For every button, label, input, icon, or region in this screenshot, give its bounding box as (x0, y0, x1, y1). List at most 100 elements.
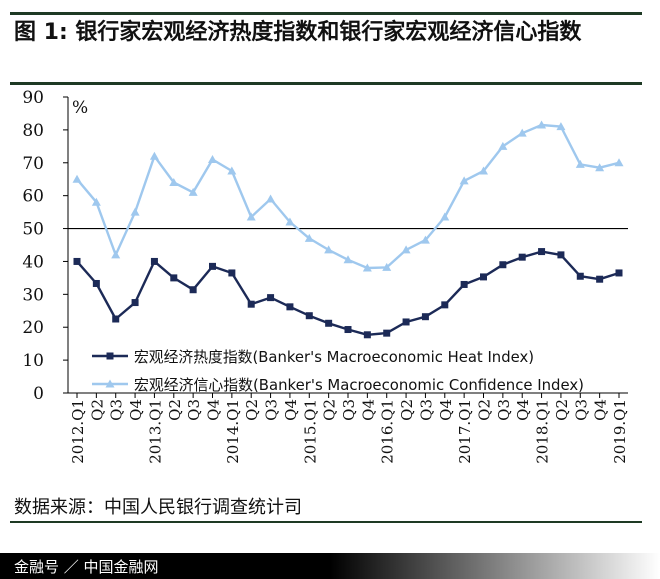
data-point-confidence (266, 194, 276, 203)
data-point-confidence (595, 163, 605, 172)
data-point-confidence (246, 212, 256, 221)
y-tick-label: 40 (22, 252, 44, 272)
title-top-rule (10, 12, 642, 15)
y-tick-label: 0 (33, 384, 44, 404)
data-point-heat (286, 303, 294, 311)
x-tick-label: Q2 (243, 399, 261, 421)
data-point-heat (363, 331, 371, 339)
y-tick-label: 50 (22, 220, 44, 240)
x-tick-label: Q4 (205, 399, 223, 421)
x-tick-label: 2017.Q1 (456, 399, 474, 464)
data-point-confidence (401, 245, 411, 254)
x-tick-label: 2013.Q1 (146, 399, 164, 464)
x-tick-label: 2012.Q1 (69, 399, 87, 464)
x-tick-label: Q2 (321, 399, 339, 421)
y-tick-label: 90 (22, 88, 44, 108)
title-bottom-rule (10, 82, 642, 85)
data-point-confidence (227, 166, 237, 175)
data-point-confidence (440, 212, 450, 221)
data-point-heat (112, 315, 120, 323)
data-point-heat (131, 299, 139, 307)
data-point-heat (247, 300, 255, 308)
y-tick-label: 10 (22, 351, 44, 371)
x-tick-label: 2018.Q1 (534, 399, 552, 464)
data-point-confidence (382, 262, 392, 271)
data-point-heat (557, 251, 565, 259)
series-line-heat (76, 250, 620, 336)
data-point-heat (402, 318, 410, 326)
data-point-confidence (614, 158, 624, 167)
legend-label: 宏观经济信心指数(Banker's Macroeconomic Confiden… (134, 376, 584, 394)
x-tick-label: Q3 (572, 399, 590, 421)
data-point-heat (92, 279, 100, 287)
data-point-confidence (420, 235, 430, 244)
data-point-heat (596, 275, 604, 283)
data-point-heat (576, 272, 584, 280)
x-tick-label: Q3 (108, 399, 126, 421)
data-point-heat (441, 301, 449, 309)
data-point-heat (518, 253, 526, 261)
data-point-confidence (324, 245, 334, 254)
series-line-confidence (76, 123, 620, 270)
data-point-heat (615, 269, 623, 277)
legend-label: 宏观经济热度指数(Banker's Macroeconomic Heat Ind… (134, 348, 534, 366)
data-point-confidence (72, 174, 82, 183)
data-point-confidence (188, 187, 198, 196)
y-tick-label: 60 (22, 187, 44, 207)
x-tick-label: 2014.Q1 (224, 399, 242, 464)
legend-marker-heat (106, 352, 114, 360)
x-tick-label: Q4 (514, 399, 532, 421)
data-point-heat (480, 273, 487, 281)
data-point-heat (538, 248, 546, 256)
x-tick-label: Q3 (185, 399, 203, 421)
source-rule (10, 521, 642, 523)
data-point-confidence (169, 178, 179, 187)
x-tick-label: Q4 (282, 399, 300, 421)
x-tick-label: Q4 (437, 399, 455, 421)
data-point-confidence (208, 154, 217, 163)
x-tick-label: Q4 (592, 399, 610, 421)
data-point-confidence (130, 207, 140, 216)
data-point-confidence (517, 128, 527, 137)
x-tick-label: 2015.Q1 (301, 399, 319, 464)
x-tick-label: Q3 (417, 399, 435, 421)
footer-bar (0, 553, 660, 579)
data-point-heat (460, 280, 468, 288)
data-point-heat (170, 274, 178, 282)
y-axis-label: % (72, 98, 88, 118)
data-point-heat (421, 313, 429, 321)
source-note: 数据来源：中国人民银行调查统计司 (14, 497, 302, 518)
data-point-heat (73, 257, 81, 265)
y-tick-label: 80 (22, 121, 44, 141)
x-tick-label: Q4 (127, 399, 145, 421)
data-point-heat (189, 286, 197, 294)
data-point-confidence (343, 255, 353, 264)
data-point-heat (325, 319, 333, 327)
x-tick-label: Q3 (495, 399, 513, 421)
data-point-heat (209, 262, 216, 270)
x-tick-label: Q2 (166, 399, 184, 421)
data-point-heat (228, 269, 236, 277)
x-tick-label: 2016.Q1 (379, 399, 397, 464)
x-tick-label: Q2 (476, 399, 494, 421)
data-point-confidence (362, 263, 372, 272)
footer-watermark: 金融号 ／ 中国金融网 (14, 558, 159, 576)
data-point-confidence (149, 151, 159, 160)
data-point-confidence (498, 141, 508, 150)
x-tick-label: Q2 (88, 399, 106, 421)
data-point-heat (267, 294, 275, 302)
page-title: 图 1: 银行家宏观经济热度指数和银行家宏观经济信心指数 (14, 20, 582, 45)
data-point-heat (383, 329, 391, 337)
x-tick-label: Q2 (398, 399, 416, 421)
x-tick-label: Q3 (340, 399, 358, 421)
data-point-confidence (556, 122, 566, 131)
data-point-heat (305, 312, 313, 320)
y-tick-label: 30 (22, 285, 44, 305)
data-point-confidence (111, 250, 121, 259)
data-point-confidence (304, 233, 314, 242)
legend-marker-confidence (105, 379, 115, 388)
data-point-confidence (285, 217, 295, 226)
data-point-confidence (91, 197, 101, 206)
x-tick-label: Q4 (359, 399, 377, 421)
